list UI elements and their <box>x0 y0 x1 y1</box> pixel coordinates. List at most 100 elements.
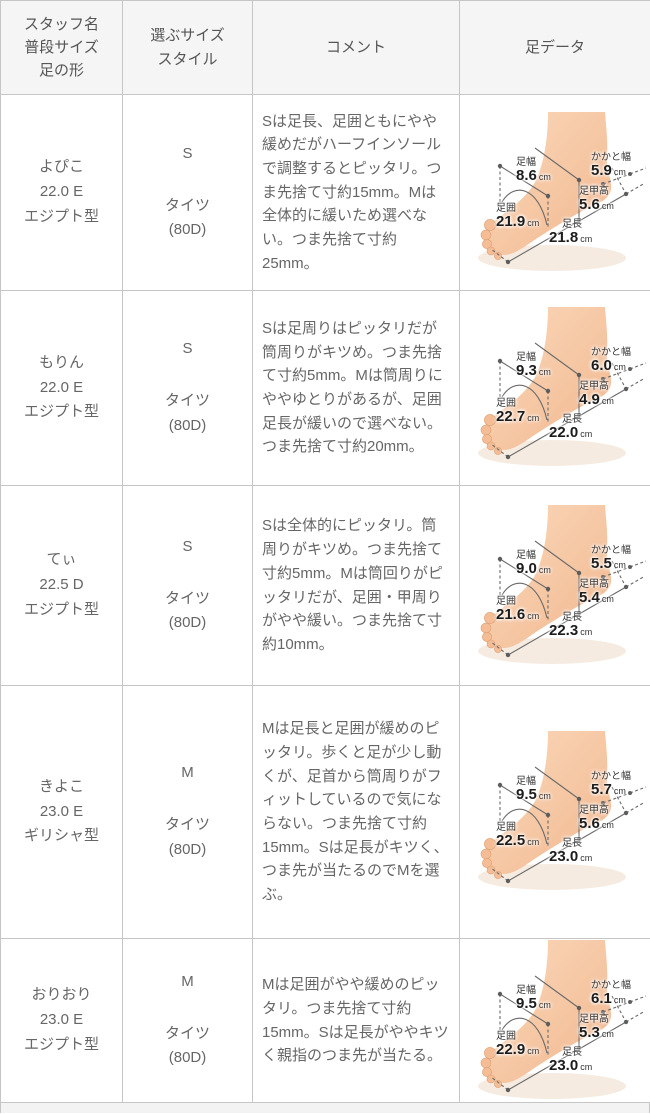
measure-label: 足幅 <box>516 352 536 363</box>
foot-data-cell: 足幅 8.6 cm かかと幅 5.9 cm 足甲高 5.6 cm 足囲 21.9 cm <box>459 94 650 291</box>
measure-value: 6.1 cm <box>591 990 631 1008</box>
foot-diagram-clip: 足幅 9.5 cm かかと幅 5.7 cm 足甲高 5.6 cm 足囲 22.5 cm <box>460 686 650 938</box>
measure-unit: cm <box>527 1045 540 1056</box>
measure-instep-height: 足甲高 4.9 cm <box>579 381 614 409</box>
foot-data-cell: 足幅 9.3 cm かかと幅 6.0 cm 足甲高 4.9 cm 足囲 22.7 cm <box>459 290 650 486</box>
measure-foot-girth: 足囲 21.9 cm <box>496 203 539 231</box>
toes <box>480 218 502 260</box>
denier: (80D) <box>168 614 207 632</box>
measure-label: かかと幅 <box>591 979 631 991</box>
measure-label: 足幅 <box>516 984 536 996</box>
measurement-dots <box>497 358 632 460</box>
measure-unit: cm <box>613 994 626 1005</box>
toes <box>480 838 502 879</box>
measurement-dots <box>497 556 632 657</box>
measure-unit: cm <box>613 166 626 177</box>
staff-name: もりん <box>38 353 84 371</box>
measure-foot-length: 足長 23.0 cm <box>549 838 592 866</box>
measure-label: 足囲 <box>496 398 516 409</box>
measurement-lines <box>490 342 647 458</box>
measure-foot-width: 足幅 9.5 cm <box>516 985 551 1013</box>
measure-number: 9.5 <box>516 994 537 1012</box>
measure-number: 9.3 <box>516 362 537 380</box>
measure-number: 9.0 <box>516 559 537 577</box>
table-header: スタッフ名 普段サイズ 足の形 選ぶサイズ スタイル コメント 足データ <box>0 0 650 95</box>
measure-label: 足長 <box>562 414 582 425</box>
measure-value: 5.3 cm <box>579 1024 614 1042</box>
measure-number: 22.7 <box>496 408 526 426</box>
column-header-foot-data: 足データ <box>459 0 650 95</box>
measure-number: 22.9 <box>496 1040 526 1058</box>
chosen-size: M <box>181 972 194 990</box>
column-header-size: 選ぶサイズ スタイル <box>122 0 253 95</box>
measure-value: 22.7 cm <box>496 408 540 426</box>
usual-size: 22.5 D <box>39 576 84 594</box>
foot-shape: エジプト型 <box>23 1035 99 1053</box>
denier: (80D) <box>168 221 207 239</box>
chosen-size: M <box>181 764 194 782</box>
measure-unit: cm <box>613 362 626 373</box>
toes <box>480 611 502 653</box>
measure-label: 足幅 <box>516 156 536 168</box>
toes <box>480 1046 502 1088</box>
foot-diagram-clip: 足幅 9.5 cm かかと幅 6.1 cm 足甲高 5.3 cm 足囲 22.9 cm <box>460 939 650 1102</box>
measure-unit: cm <box>601 593 614 604</box>
measure-label: 足甲高 <box>579 1013 609 1025</box>
measure-label: 足甲高 <box>579 381 609 392</box>
measure-foot-length: 足長 21.8 cm <box>549 219 592 247</box>
measure-value: 8.6 cm <box>516 167 551 185</box>
measure-number: 5.4 <box>579 588 600 606</box>
measure-unit: cm <box>527 837 540 848</box>
measure-value: 23.0 cm <box>549 848 592 866</box>
staff-name: よぴこ <box>38 158 84 176</box>
usual-size: 23.0 E <box>39 802 84 820</box>
measure-value: 5.5 cm <box>591 555 631 573</box>
measure-foot-width: 足幅 9.0 cm <box>516 550 551 578</box>
foot-outline <box>483 504 612 648</box>
foot-illustration <box>478 939 647 1099</box>
denier: (80D) <box>168 416 207 434</box>
measure-value: 22.5 cm <box>496 832 540 850</box>
comment-cell: Sは足周りはピッタリだが筒周りがキツめ。つま先捨て寸約5mm。Mは筒周りにややゆ… <box>252 290 460 486</box>
measure-instep-height: 足甲高 5.3 cm <box>579 1014 614 1042</box>
measure-number: 21.9 <box>496 212 526 230</box>
foot-shape: エジプト型 <box>23 403 99 421</box>
measure-heel-width: かかと幅 5.5 cm <box>591 545 631 573</box>
style-name: タイツ <box>164 392 210 410</box>
measure-heel-width: かかと幅 6.1 cm <box>591 980 631 1008</box>
measurement-lines <box>490 540 647 655</box>
measure-unit: cm <box>527 610 540 621</box>
measure-value: 5.4 cm <box>579 588 614 607</box>
header-line: スタッフ名 <box>23 15 99 33</box>
foot-data-cell: 足幅 9.5 cm かかと幅 6.1 cm 足甲高 5.3 cm 足囲 22.9 cm <box>459 938 650 1103</box>
measure-unit: cm <box>601 200 614 211</box>
comment-cell: Sは足長、足囲ともにやや緩めだがハーフインソールで調整するとピッタリ。つま先捨て… <box>252 94 460 291</box>
size-cell: S タイツ (80D) <box>122 94 253 291</box>
measure-foot-girth: 足囲 22.9 cm <box>496 1031 539 1059</box>
measure-unit: cm <box>538 791 551 802</box>
measure-unit: cm <box>538 999 551 1010</box>
measure-value: 5.9 cm <box>591 162 631 180</box>
measure-value: 6.0 cm <box>591 357 631 375</box>
next-section-edge <box>0 1103 650 1113</box>
measure-label: 足長 <box>562 838 582 849</box>
measure-label: 足幅 <box>516 549 536 561</box>
table-body: よぴこ 22.0 E エジプト型 S タイツ (80D) Sは足長、足囲ともにや… <box>0 94 650 1103</box>
measure-value: 22.3 cm <box>549 622 592 640</box>
measure-value: 9.5 cm <box>516 994 551 1013</box>
comment-cell: Sは全体的にピッタリ。筒周りがキツめ。つま先捨て寸約5mm。Mは筒回りがピッタリ… <box>252 485 460 686</box>
measurement-dots <box>497 782 632 884</box>
measure-value: 4.9 cm <box>579 391 614 409</box>
measurement-lines <box>490 766 647 882</box>
foot-illustration <box>478 504 647 664</box>
header-line: 足の形 <box>38 62 84 80</box>
measure-unit: cm <box>527 413 540 424</box>
measure-number: 5.7 <box>591 781 612 799</box>
foot-diagram: 足幅 9.5 cm かかと幅 6.1 cm 足甲高 5.3 cm 足囲 22.9 cm <box>460 939 650 1102</box>
foot-diagram: 足幅 9.5 cm かかと幅 5.7 cm 足甲高 5.6 cm 足囲 22.5 cm <box>460 717 650 907</box>
measure-value: 22.9 cm <box>496 1040 540 1059</box>
comment-cell: Mは足長と足囲が緩めのピッタリ。歩くと足が少し動くが、足首から筒周りがフィットし… <box>252 685 460 939</box>
comment-text: Sは全体的にピッタリ。筒周りがキツめ。つま先捨て寸約5mm。Mは筒回りがピッタリ… <box>262 517 443 653</box>
staff-cell: きよこ 23.0 E ギリシャ型 <box>0 685 123 939</box>
foot-illustration <box>478 731 647 890</box>
